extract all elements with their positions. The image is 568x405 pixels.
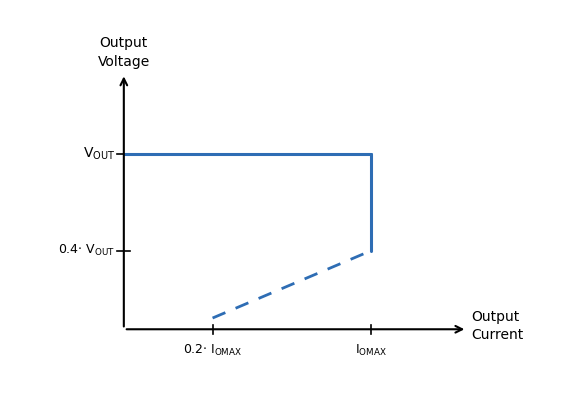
Text: Output
Voltage: Output Voltage — [98, 36, 150, 69]
Text: I$_{\mathregular{OMAX}}$: I$_{\mathregular{OMAX}}$ — [355, 343, 387, 358]
Text: V$_{\mathregular{OUT}}$: V$_{\mathregular{OUT}}$ — [83, 146, 115, 162]
Text: Output
Current: Output Current — [471, 310, 524, 342]
Text: 0.4$\cdot$ V$_{\mathregular{OUT}}$: 0.4$\cdot$ V$_{\mathregular{OUT}}$ — [58, 243, 115, 258]
Text: 0.2$\cdot$ I$_{\mathregular{OMAX}}$: 0.2$\cdot$ I$_{\mathregular{OMAX}}$ — [183, 343, 242, 358]
